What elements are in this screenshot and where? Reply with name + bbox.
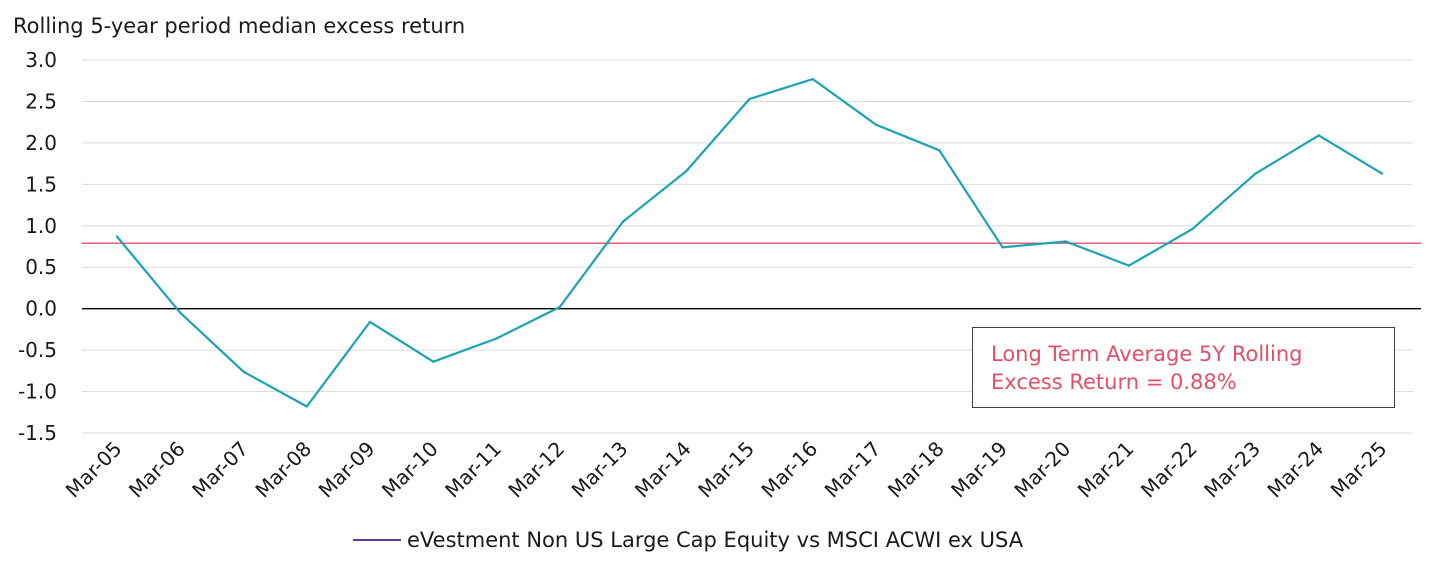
y-tick-label: 1.0 — [25, 214, 57, 238]
x-tick-label: Mar-07 — [187, 437, 253, 503]
x-tick-label: Mar-24 — [1262, 437, 1328, 503]
x-tick-label: Mar-13 — [567, 437, 633, 503]
annotation-line-2: Excess Return = 0.88% — [991, 370, 1237, 394]
data-point — [1317, 134, 1320, 137]
data-point — [495, 337, 498, 340]
y-tick-label: 2.0 — [25, 131, 57, 155]
x-tick-label: Mar-10 — [377, 437, 443, 503]
y-tick-label: -1.5 — [18, 421, 57, 445]
data-point — [685, 169, 688, 173]
data-point — [1064, 240, 1067, 243]
data-point — [938, 149, 941, 152]
x-tick-label: Mar-09 — [314, 437, 380, 503]
gridlines — [82, 59, 1413, 434]
annotation-line-1: Long Term Average 5Y Rolling — [991, 342, 1303, 366]
y-tick-label: 0.5 — [25, 255, 57, 279]
series-lines — [115, 77, 1384, 408]
data-point — [874, 123, 878, 126]
x-tick-label: Mar-11 — [440, 437, 506, 503]
data-point — [621, 220, 625, 223]
data-point — [558, 305, 561, 309]
y-tick-label: -1.0 — [18, 380, 57, 404]
x-tick-label: Mar-08 — [250, 437, 316, 503]
y-tick-label: 3.0 — [25, 48, 57, 72]
data-point — [242, 370, 245, 373]
chart-title: Rolling 5-year period median excess retu… — [13, 14, 466, 38]
legend-swatch — [353, 539, 401, 541]
data-point — [432, 360, 435, 363]
x-tick-label: Mar-14 — [630, 437, 696, 503]
x-axis-ticks: Mar-05Mar-06Mar-07Mar-08Mar-09Mar-10Mar-… — [61, 437, 1392, 503]
data-point — [1001, 246, 1004, 249]
data-point — [1254, 172, 1257, 175]
x-tick-label: Mar-19 — [946, 437, 1012, 503]
y-tick-label: -0.5 — [18, 338, 57, 362]
y-tick-label: 0.0 — [25, 297, 57, 321]
data-point — [305, 405, 308, 408]
data-point — [1127, 264, 1131, 267]
x-tick-label: Mar-23 — [1199, 437, 1265, 503]
data-point — [115, 235, 119, 238]
x-tick-label: Mar-18 — [883, 437, 949, 503]
x-tick-label: Mar-12 — [503, 437, 569, 503]
x-tick-label: Mar-05 — [61, 437, 127, 503]
data-point — [748, 97, 751, 101]
x-tick-label: Mar-16 — [756, 437, 822, 503]
average-annotation-box: Long Term Average 5Y Rolling Excess Retu… — [972, 327, 1395, 408]
y-tick-label: 1.5 — [25, 172, 57, 196]
legend: eVestment Non US Large Cap Equity vs MSC… — [353, 528, 1023, 552]
y-tick-label: 2.5 — [25, 89, 57, 113]
data-point — [1380, 172, 1384, 175]
data-point — [811, 77, 814, 81]
x-tick-label: Mar-21 — [1073, 437, 1139, 503]
data-point — [1191, 227, 1194, 231]
x-tick-label: Mar-17 — [820, 437, 886, 503]
data-point — [368, 320, 372, 324]
x-tick-label: Mar-20 — [1009, 437, 1075, 503]
x-tick-label: Mar-25 — [1326, 437, 1392, 503]
legend-label: eVestment Non US Large Cap Equity vs MSC… — [407, 528, 1024, 552]
y-axis-ticks: 3.0 2.5 2.0 1.5 1.0 0.5 0.0 -0.5 -1.0 -1.5 — [18, 48, 57, 445]
x-tick-label: Mar-06 — [124, 437, 190, 503]
data-point — [179, 311, 182, 315]
x-tick-label: Mar-22 — [1136, 437, 1202, 503]
x-tick-label: Mar-15 — [693, 437, 759, 503]
